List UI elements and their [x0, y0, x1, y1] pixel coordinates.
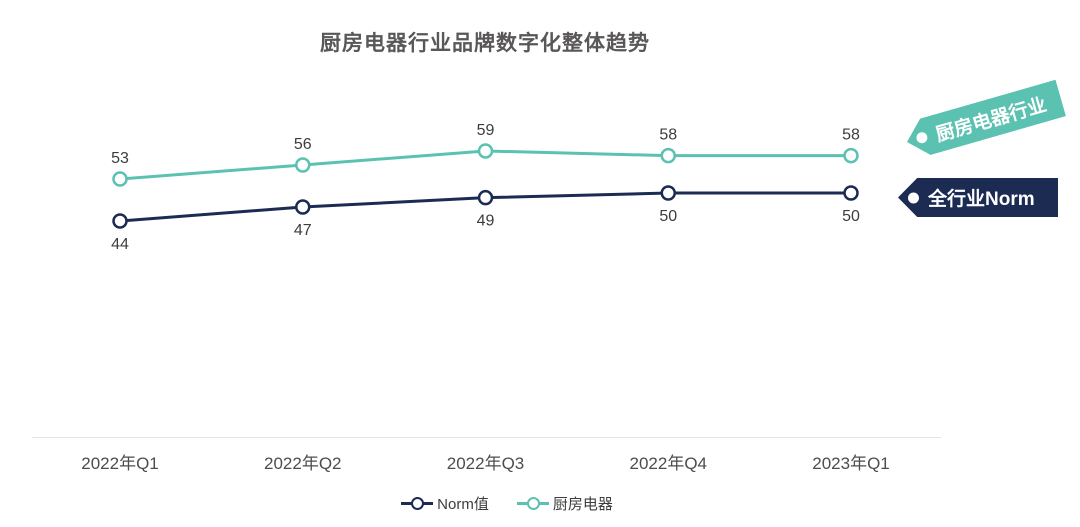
- data-point-marker: [295, 157, 311, 173]
- legend-item-norm: Norm值: [401, 493, 489, 514]
- series-tag-norm: 全行业Norm: [898, 178, 1058, 217]
- data-point-label: 56: [294, 136, 312, 153]
- data-point-label: 44: [111, 236, 129, 253]
- tag-dot-icon: [908, 192, 919, 203]
- legend-item-kitchen: 厨房电器: [516, 493, 613, 514]
- data-point-marker: [477, 143, 494, 159]
- data-point-label: 49: [477, 213, 495, 230]
- data-point-marker: [843, 185, 859, 201]
- data-point-label: 59: [477, 122, 495, 139]
- data-point-label: 58: [842, 127, 860, 144]
- data-point-marker: [477, 189, 494, 206]
- data-point-marker: [112, 171, 128, 187]
- legend-marker-icon: [401, 497, 434, 510]
- data-point-label: 58: [659, 127, 677, 144]
- data-point-label: 47: [294, 222, 312, 239]
- series-tag-norm-label: 全行业Norm: [928, 189, 1035, 210]
- tag-dot-icon: [915, 131, 929, 145]
- legend-label-norm: Norm值: [437, 496, 489, 513]
- data-point-marker: [660, 147, 676, 164]
- data-point-label: 50: [659, 208, 677, 225]
- legend-label-kitchen: 厨房电器: [552, 496, 613, 513]
- data-point-marker: [112, 213, 128, 229]
- data-point-label: 53: [111, 150, 129, 167]
- legend: Norm值 厨房电器: [0, 493, 1014, 514]
- data-point-marker: [660, 185, 676, 201]
- legend-marker-icon: [516, 497, 549, 510]
- data-point-marker: [295, 199, 311, 215]
- data-point-label: 50: [842, 208, 860, 225]
- chart-title: 厨房电器行业品牌数字化整体趋势: [320, 32, 650, 55]
- data-point-marker: [843, 147, 859, 164]
